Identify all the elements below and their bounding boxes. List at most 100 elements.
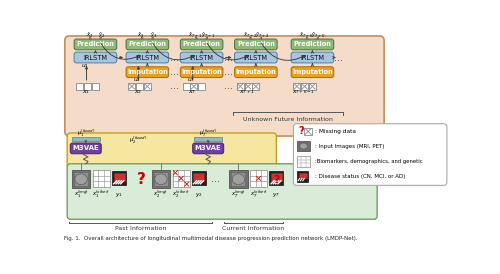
Text: $y_1$: $y_1$ [115,191,123,199]
Bar [112,172,126,185]
Text: ...: ... [224,67,233,77]
Bar [294,83,300,90]
Text: Current Information: Current Information [222,226,284,231]
Bar [74,172,88,186]
Bar [72,170,90,189]
Text: $\hat{y}_{T+1}$: $\hat{y}_{T+1}$ [201,30,215,40]
Bar [194,173,204,181]
Text: :Biomarkers, demographics, and genetic: :Biomarkers, demographics, and genetic [315,159,423,164]
FancyBboxPatch shape [192,143,224,154]
Text: $\hat{x}_{T+1}$: $\hat{x}_{T+1}$ [188,30,202,40]
Bar [192,172,206,185]
Text: $u_2$: $u_2$ [133,76,141,84]
Text: $x_T^{(img)}$: $x_T^{(img)}$ [231,189,246,200]
Text: $u_1$: $u_1$ [81,62,89,70]
Text: $y_2$: $y_2$ [195,191,203,199]
Text: ?: ? [273,175,280,185]
Text: IRLSTM: IRLSTM [84,55,108,61]
Text: $\hat{y}_2$: $\hat{y}_2$ [98,30,106,40]
Bar [304,128,312,135]
Text: $\hat{y}_{T+K}$: $\hat{y}_{T+K}$ [312,30,326,40]
Text: ...: ... [170,81,179,91]
Text: $u_T$: $u_T$ [187,76,196,84]
Bar [301,83,308,90]
Text: $y_T$: $y_T$ [272,191,280,199]
Bar [76,83,84,90]
Bar [92,170,110,187]
Text: : Input Images (MRI, PET): : Input Images (MRI, PET) [315,144,384,149]
Text: ?: ? [137,172,146,187]
Text: ...: ... [224,81,233,91]
Bar [229,170,248,189]
Bar [154,172,168,186]
FancyBboxPatch shape [65,36,384,136]
Text: IRLSTM: IRLSTM [190,55,214,61]
Text: Imputation: Imputation [292,69,333,75]
Text: $\mu_1^{(fused)}$: $\mu_1^{(fused)}$ [76,127,95,139]
Bar [270,172,283,185]
Text: $\hat{y}_3$: $\hat{y}_3$ [150,30,158,40]
Text: $x_1$: $x_1$ [82,88,90,96]
Bar [152,170,170,189]
Text: ...: ... [170,67,179,77]
Text: Imputation: Imputation [127,69,168,75]
Text: $x_{T+1}$: $x_{T+1}$ [239,88,255,96]
Bar [298,141,310,152]
FancyBboxPatch shape [180,39,223,50]
Bar [271,173,282,181]
FancyBboxPatch shape [234,67,277,78]
Text: ...: ... [224,53,233,62]
Bar [144,83,151,90]
Bar [298,156,310,167]
Ellipse shape [75,174,88,185]
Text: ...: ... [212,174,220,184]
Bar [237,83,244,90]
Bar [244,83,252,90]
Bar [172,170,190,187]
Text: Prediction: Prediction [237,41,275,47]
Bar [299,173,306,178]
Text: IRLSTM: IRLSTM [136,55,160,61]
FancyBboxPatch shape [74,39,117,50]
FancyBboxPatch shape [294,124,447,185]
Ellipse shape [154,174,167,185]
Text: $\hat{x}_2$: $\hat{x}_2$ [86,30,93,40]
Text: $x_2^{(other)}$: $x_2^{(other)}$ [172,189,190,200]
Text: Prediction: Prediction [76,41,114,47]
Text: ?: ? [298,126,304,136]
FancyBboxPatch shape [74,52,117,63]
Bar [128,83,136,90]
Text: ...: ... [334,53,343,62]
Bar [198,83,205,90]
Text: $x_1^{(img)}$: $x_1^{(img)}$ [74,189,88,200]
Text: $\hat{x}_{T+K}$: $\hat{x}_{T+K}$ [299,30,314,40]
Text: M3VAE: M3VAE [72,145,99,151]
Bar [232,172,245,186]
Text: IRLSTM: IRLSTM [244,55,268,61]
Text: Unknown Future Information: Unknown Future Information [243,117,333,122]
Text: $x_2^{(img)}$: $x_2^{(img)}$ [154,189,168,200]
Text: IRLSTM: IRLSTM [300,55,324,61]
Text: $x_T^{(other)}$: $x_T^{(other)}$ [250,189,268,200]
FancyBboxPatch shape [67,164,377,219]
Bar [190,83,198,90]
Text: Prediction: Prediction [182,41,220,47]
Text: : Disease status (CN, MCI, or AD): : Disease status (CN, MCI, or AD) [315,174,406,179]
FancyBboxPatch shape [180,67,223,78]
Ellipse shape [232,174,244,185]
FancyBboxPatch shape [291,39,334,50]
FancyBboxPatch shape [126,67,168,78]
Text: $\hat{x}_{T+2}$: $\hat{x}_{T+2}$ [242,30,256,40]
Bar [250,170,267,187]
Bar [72,137,100,141]
FancyBboxPatch shape [126,52,168,63]
Text: $x_T$: $x_T$ [188,88,197,96]
Text: $x_2$: $x_2$ [134,88,142,96]
Bar [309,83,316,90]
Text: $\hat{x}_3$: $\hat{x}_3$ [138,30,145,40]
Text: Imputation: Imputation [236,69,276,75]
Text: Prediction: Prediction [128,41,166,47]
Text: Past Information: Past Information [114,226,166,231]
Bar [114,173,124,181]
Ellipse shape [300,143,308,149]
